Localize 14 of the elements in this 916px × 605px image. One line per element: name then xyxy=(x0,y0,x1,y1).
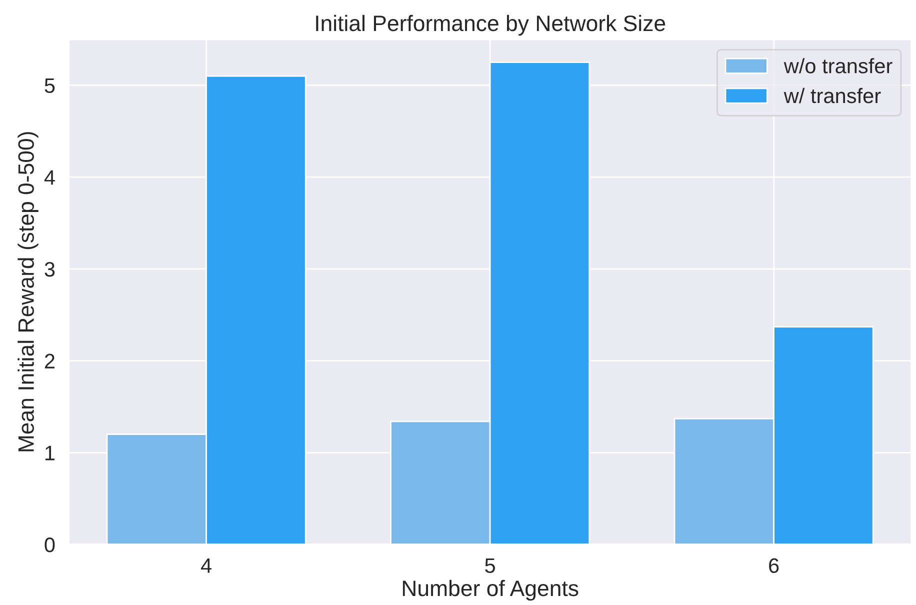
chart-title: Initial Performance by Network Size xyxy=(316,14,666,36)
x-tick-label: 6 xyxy=(769,558,779,573)
y-tick-label: 3 xyxy=(44,262,55,277)
y-tick-label: 2 xyxy=(44,354,54,368)
y-tick-label: 5 xyxy=(44,78,55,94)
legend-label: w/o transfer xyxy=(784,58,892,74)
x-tick-label: 4 xyxy=(201,558,212,573)
x-tick-label: 5 xyxy=(485,558,495,573)
legend-label: w/ transfer xyxy=(784,88,881,104)
y-axis-title: Mean Initial Reward (step 0-500) xyxy=(18,132,38,452)
y-tick-label: 1 xyxy=(46,446,54,460)
y-tick-label: 0 xyxy=(44,538,55,552)
y-tick-label: 4 xyxy=(44,170,55,185)
x-axis-title: Number of Agents xyxy=(402,580,578,601)
